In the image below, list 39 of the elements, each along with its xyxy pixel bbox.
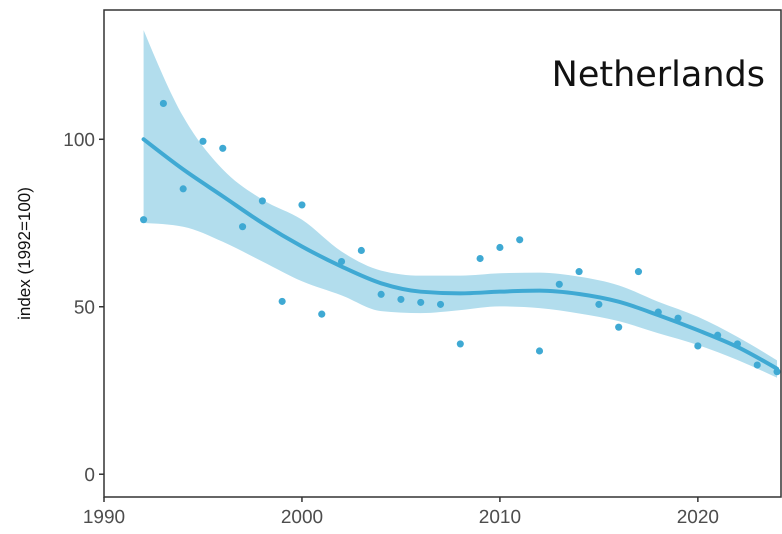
y-tick-label: 0 (84, 464, 95, 486)
text: Netherlands (552, 55, 765, 95)
y-axis-title: index (1992=100) (15, 187, 34, 320)
point (456, 340, 464, 348)
x-tick-label: 2020 (676, 507, 719, 528)
point (496, 244, 504, 252)
point (160, 100, 167, 108)
point (397, 296, 404, 303)
point (674, 314, 682, 322)
point (258, 197, 266, 204)
point (595, 300, 602, 308)
x-tick-label: 2000 (280, 507, 324, 528)
point (298, 201, 306, 208)
point (436, 300, 444, 308)
point (634, 268, 642, 276)
point (476, 254, 484, 262)
point (773, 368, 781, 376)
y-tick-label: 50 (74, 297, 95, 318)
x-tick-label: 2010 (478, 507, 522, 528)
point (140, 216, 148, 224)
point (615, 324, 622, 331)
point (417, 298, 424, 306)
point (556, 280, 563, 288)
point (536, 347, 544, 355)
x-tick-label: 1990 (82, 507, 126, 528)
point (199, 138, 207, 145)
point (278, 298, 286, 305)
point (180, 185, 187, 192)
point (338, 258, 346, 266)
point (378, 290, 385, 298)
point (239, 223, 246, 230)
point (754, 361, 761, 369)
y-tick-label: 100 (63, 130, 95, 151)
point (516, 236, 524, 244)
point (694, 342, 702, 350)
point (318, 310, 326, 318)
point (576, 268, 583, 276)
point (219, 144, 226, 152)
point (358, 246, 365, 254)
